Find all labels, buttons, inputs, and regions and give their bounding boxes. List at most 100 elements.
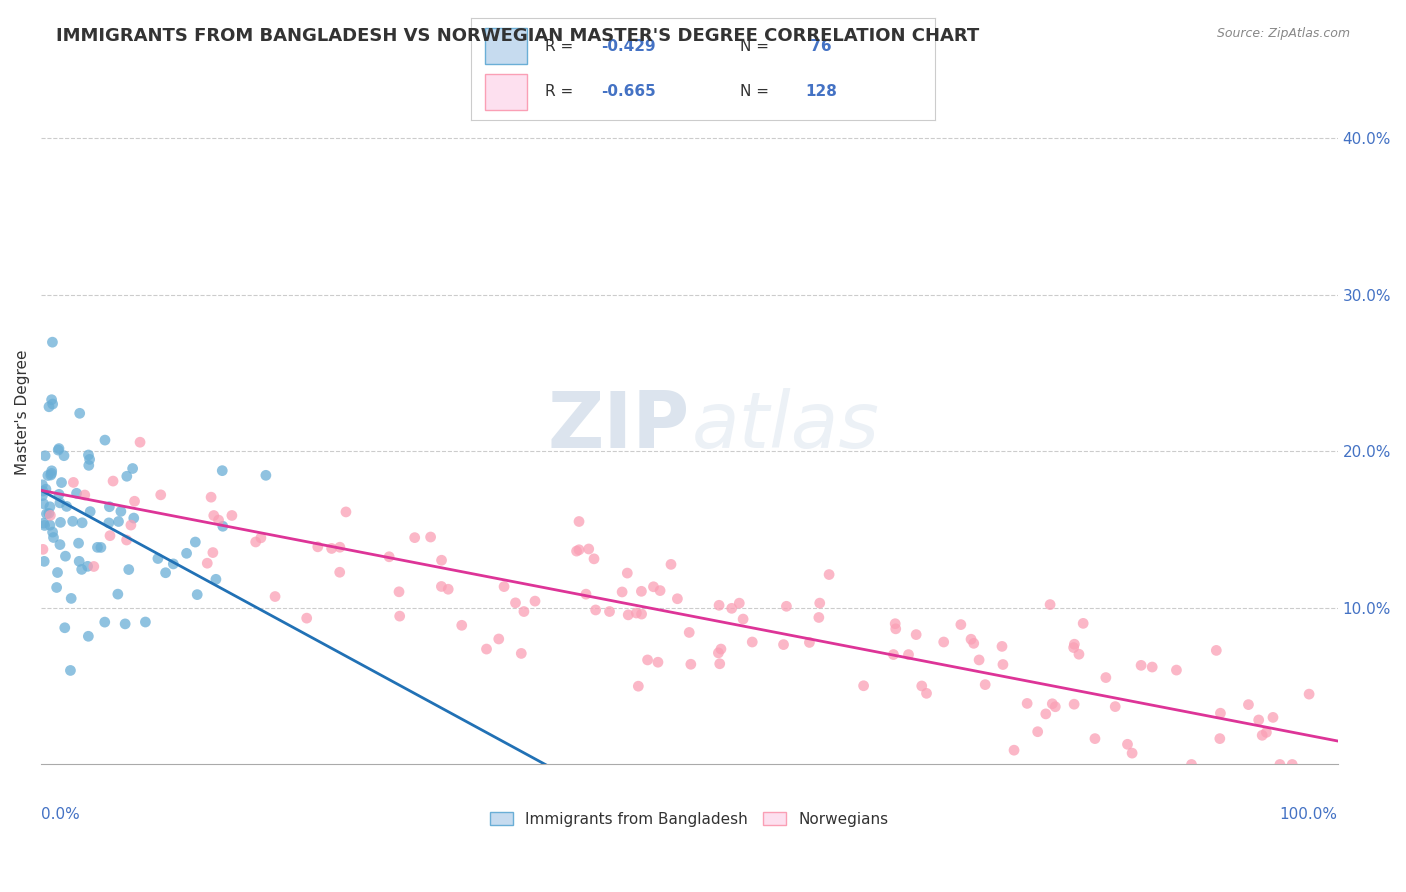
Point [211, 519, 233, 533]
Point [967, 653, 990, 667]
Point [254, 468, 277, 483]
Point [1237, 698, 1260, 712]
Point [1166, 663, 1188, 677]
Point [617, 607, 640, 622]
Point [1140, 660, 1163, 674]
Text: N =: N = [740, 39, 773, 54]
Point [884, 616, 907, 631]
Point [1261, 710, 1284, 724]
Point [1209, 706, 1232, 721]
Point [1026, 724, 1049, 739]
Point [59, 664, 82, 678]
Point [1256, 725, 1278, 739]
Point [162, 557, 184, 571]
Point [568, 542, 591, 557]
Point [39, 508, 62, 523]
Point [1205, 643, 1227, 657]
Point [960, 632, 983, 647]
Point [98, 500, 121, 514]
Point [77, 458, 100, 473]
Point [107, 587, 129, 601]
Point [176, 546, 198, 560]
Point [39, 468, 62, 483]
Point [807, 610, 830, 624]
Point [775, 599, 797, 614]
Point [110, 504, 132, 518]
Point [38, 518, 60, 533]
Point [329, 540, 352, 554]
Point [321, 541, 343, 556]
Point [38, 506, 60, 520]
Point [41, 467, 63, 481]
Point [90, 541, 112, 555]
Point [200, 490, 222, 504]
Point [565, 544, 588, 558]
Point [1039, 598, 1062, 612]
Point [1268, 757, 1291, 772]
Point [679, 657, 702, 672]
Point [388, 584, 411, 599]
Point [991, 657, 1014, 672]
Point [31, 478, 53, 492]
Point [94, 615, 117, 629]
Point [307, 540, 329, 554]
Point [1040, 697, 1063, 711]
Point [626, 606, 648, 620]
Point [884, 622, 907, 636]
Point [852, 679, 875, 693]
Point [1281, 757, 1303, 772]
FancyBboxPatch shape [485, 29, 527, 64]
Point [97, 516, 120, 530]
Point [98, 529, 121, 543]
Point [568, 515, 591, 529]
Point [77, 448, 100, 462]
Point [772, 638, 794, 652]
Y-axis label: Master's Degree: Master's Degree [15, 350, 30, 475]
Text: 0.0%: 0.0% [41, 806, 80, 822]
Point [32, 516, 55, 530]
Point [60, 591, 83, 606]
Point [86, 541, 108, 555]
Point [1063, 640, 1085, 655]
Point [34, 449, 56, 463]
Point [1071, 616, 1094, 631]
Point [808, 596, 831, 610]
Point [513, 605, 536, 619]
Text: -0.665: -0.665 [600, 84, 655, 99]
Point [1130, 658, 1153, 673]
Point [38, 400, 60, 414]
Point [388, 609, 411, 624]
Point [79, 452, 101, 467]
Point [630, 584, 652, 599]
Point [205, 572, 228, 586]
Point [155, 566, 177, 580]
Point [949, 617, 972, 632]
Point [295, 611, 318, 625]
Point [77, 629, 100, 643]
Point [35, 482, 58, 496]
Point [741, 635, 763, 649]
Point [524, 594, 547, 608]
Point [1251, 728, 1274, 742]
Point [616, 566, 638, 580]
Point [49, 538, 72, 552]
Point [911, 679, 934, 693]
Point [121, 461, 143, 475]
Point [1209, 731, 1232, 746]
Point [67, 554, 90, 568]
Text: -0.429: -0.429 [600, 39, 655, 54]
Point [974, 677, 997, 691]
Point [32, 483, 55, 498]
Point [932, 635, 955, 649]
Point [610, 585, 633, 599]
Point [120, 518, 142, 533]
Point [94, 433, 117, 447]
Point [41, 525, 63, 540]
Point [129, 435, 152, 450]
Point [630, 607, 652, 621]
Point [905, 627, 928, 641]
Text: 128: 128 [806, 84, 837, 99]
Point [45, 581, 67, 595]
Point [186, 588, 208, 602]
Point [666, 591, 689, 606]
